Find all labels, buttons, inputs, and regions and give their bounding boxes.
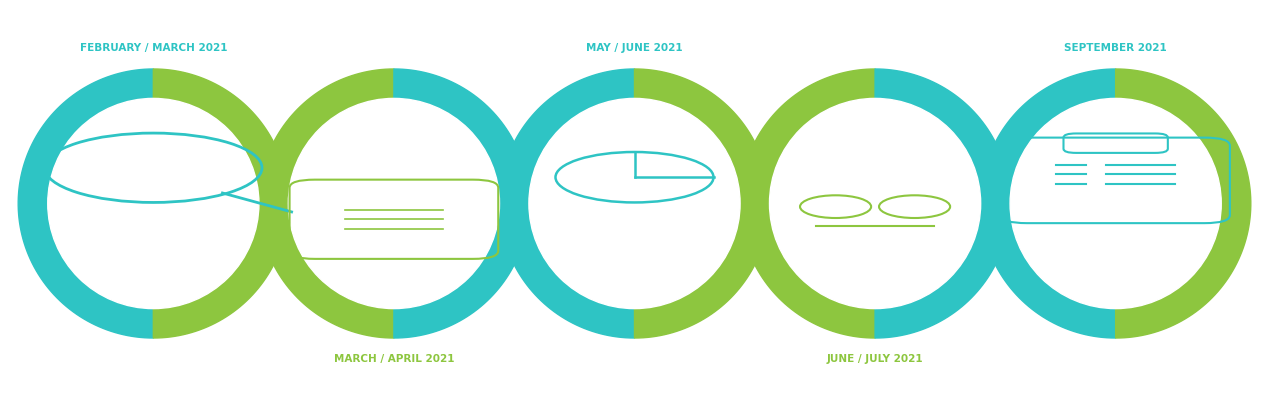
FancyArrow shape bbox=[1211, 193, 1242, 214]
Text: FEBRUARY / MARCH 2021: FEBRUARY / MARCH 2021 bbox=[80, 43, 227, 53]
Text: Background
Research: Background Research bbox=[122, 216, 184, 239]
Text: Final Study
Report: Final Study Report bbox=[605, 216, 664, 239]
Polygon shape bbox=[393, 69, 529, 338]
Ellipse shape bbox=[288, 98, 500, 309]
Ellipse shape bbox=[769, 98, 981, 309]
Polygon shape bbox=[740, 69, 876, 338]
Polygon shape bbox=[18, 69, 154, 338]
Polygon shape bbox=[500, 69, 634, 338]
Text: Public
Engagement
Webinar: Public Engagement Webinar bbox=[841, 155, 909, 191]
Ellipse shape bbox=[1010, 98, 1221, 309]
Polygon shape bbox=[154, 69, 288, 338]
Ellipse shape bbox=[48, 98, 259, 309]
Polygon shape bbox=[981, 69, 1115, 338]
Text: Draft Study
Report: Draft Study Report bbox=[364, 168, 424, 191]
Text: MAY / JUNE 2021: MAY / JUNE 2021 bbox=[586, 43, 683, 53]
Polygon shape bbox=[1115, 69, 1251, 338]
Text: SEPTEMBER 2021: SEPTEMBER 2021 bbox=[1065, 43, 1167, 53]
Ellipse shape bbox=[529, 98, 740, 309]
Polygon shape bbox=[259, 69, 393, 338]
Text: MARCH / APRIL 2021: MARCH / APRIL 2021 bbox=[334, 354, 454, 364]
Polygon shape bbox=[876, 69, 1010, 338]
Polygon shape bbox=[634, 69, 769, 338]
Text: JUNE / JULY 2021: JUNE / JULY 2021 bbox=[827, 354, 924, 364]
Text: Final Study
Recommendations
to Planning
Committee: Final Study Recommendations to Planning … bbox=[1067, 216, 1164, 265]
